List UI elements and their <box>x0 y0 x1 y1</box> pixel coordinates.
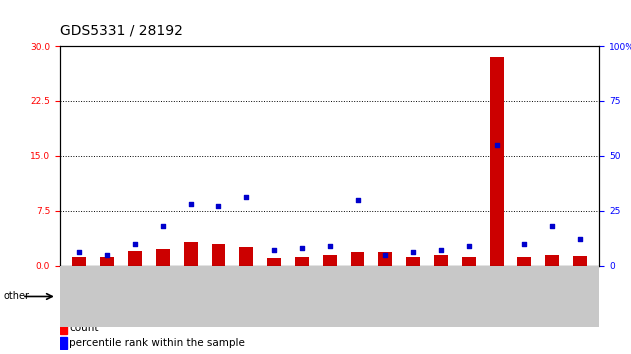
Bar <box>288 274 371 319</box>
Point <box>213 204 223 209</box>
Bar <box>128 251 142 266</box>
Point <box>74 250 85 255</box>
Bar <box>406 257 420 266</box>
Point <box>380 252 391 257</box>
Bar <box>66 274 176 319</box>
Point <box>102 252 112 257</box>
Bar <box>434 255 448 266</box>
Bar <box>379 252 392 266</box>
Bar <box>462 257 476 266</box>
Point <box>547 223 557 229</box>
Bar <box>322 255 337 266</box>
Point <box>492 142 502 148</box>
Point <box>408 250 418 255</box>
Bar <box>184 242 198 266</box>
Point <box>575 236 585 242</box>
Bar <box>517 257 531 266</box>
Point <box>241 195 251 200</box>
Bar <box>267 258 281 266</box>
Point <box>297 245 307 251</box>
Bar <box>351 252 365 266</box>
Bar <box>73 257 86 266</box>
Text: phosphogypsum stacks: phosphogypsum stacks <box>377 292 476 301</box>
Bar <box>239 247 253 266</box>
Text: GDS5331 / 28192: GDS5331 / 28192 <box>60 23 183 37</box>
Text: count: count <box>69 323 99 333</box>
Bar <box>60 337 67 349</box>
Bar <box>211 244 225 266</box>
Bar <box>60 322 67 334</box>
Text: Domingo Rubio stream
lower course: Domingo Rubio stream lower course <box>73 287 169 306</box>
Text: other: other <box>3 291 29 302</box>
Text: Domingo Rubio stream
medium course: Domingo Rubio stream medium course <box>184 287 281 306</box>
Point <box>186 201 196 207</box>
Text: percentile rank within the sample: percentile rank within the sample <box>69 338 245 348</box>
Bar <box>100 257 114 266</box>
Bar <box>372 274 482 319</box>
Point <box>269 247 279 253</box>
Point <box>130 241 140 246</box>
Bar <box>490 57 504 266</box>
Bar <box>573 256 587 266</box>
Bar <box>295 257 309 266</box>
Bar <box>177 274 288 319</box>
Point <box>353 197 363 202</box>
Point <box>158 223 168 229</box>
Point <box>436 247 446 253</box>
Point <box>324 243 334 249</box>
Text: Domingo Rubio
stream upper course: Domingo Rubio stream upper course <box>286 287 374 306</box>
Point <box>519 241 529 246</box>
Text: Santa Olalla lagoon
(unpolluted): Santa Olalla lagoon (unpolluted) <box>497 287 579 306</box>
Bar <box>156 250 170 266</box>
Bar <box>545 255 559 266</box>
Point <box>464 243 474 249</box>
Bar <box>483 274 593 319</box>
